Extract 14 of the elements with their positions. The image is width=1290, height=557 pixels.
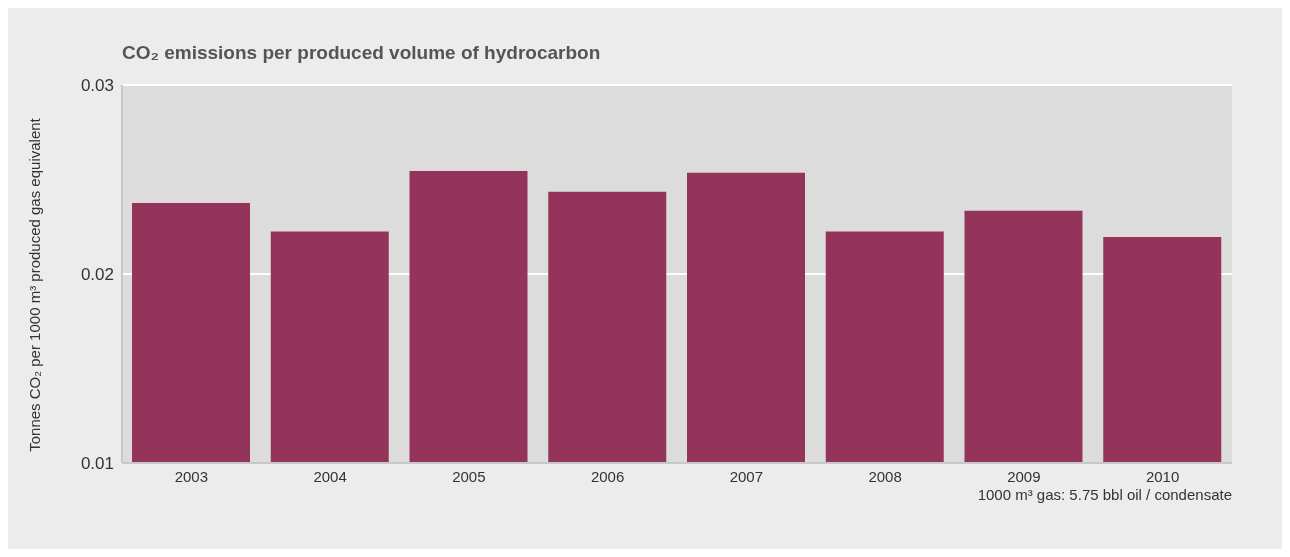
x-tick-label: 2003 [174,467,209,485]
x-tick-label: 2007 [729,467,764,485]
y-tick-label: 0.02 [80,265,114,285]
x-tick-label: 2010 [1145,467,1180,485]
x-tick-label: 2005 [452,467,486,485]
x-tick-label: 2006 [590,467,625,485]
chart-title: CO₂ emissions per produced volume of hydrocarbon [122,42,601,64]
text: 1000 m³ gas: 5.75 bbl oil / condensate [977,486,1232,503]
y-tick-label: 0.03 [80,76,114,96]
x-tick-label: 2008 [868,467,902,485]
y-axis-title: Tonnes CO₂ per 1000 m³ produced gas equivalent [25,118,43,452]
y-tick-label: 0.01 [80,454,114,474]
x-tick-label: 2004 [313,467,347,485]
x-tick-label: 2009 [1007,467,1041,485]
